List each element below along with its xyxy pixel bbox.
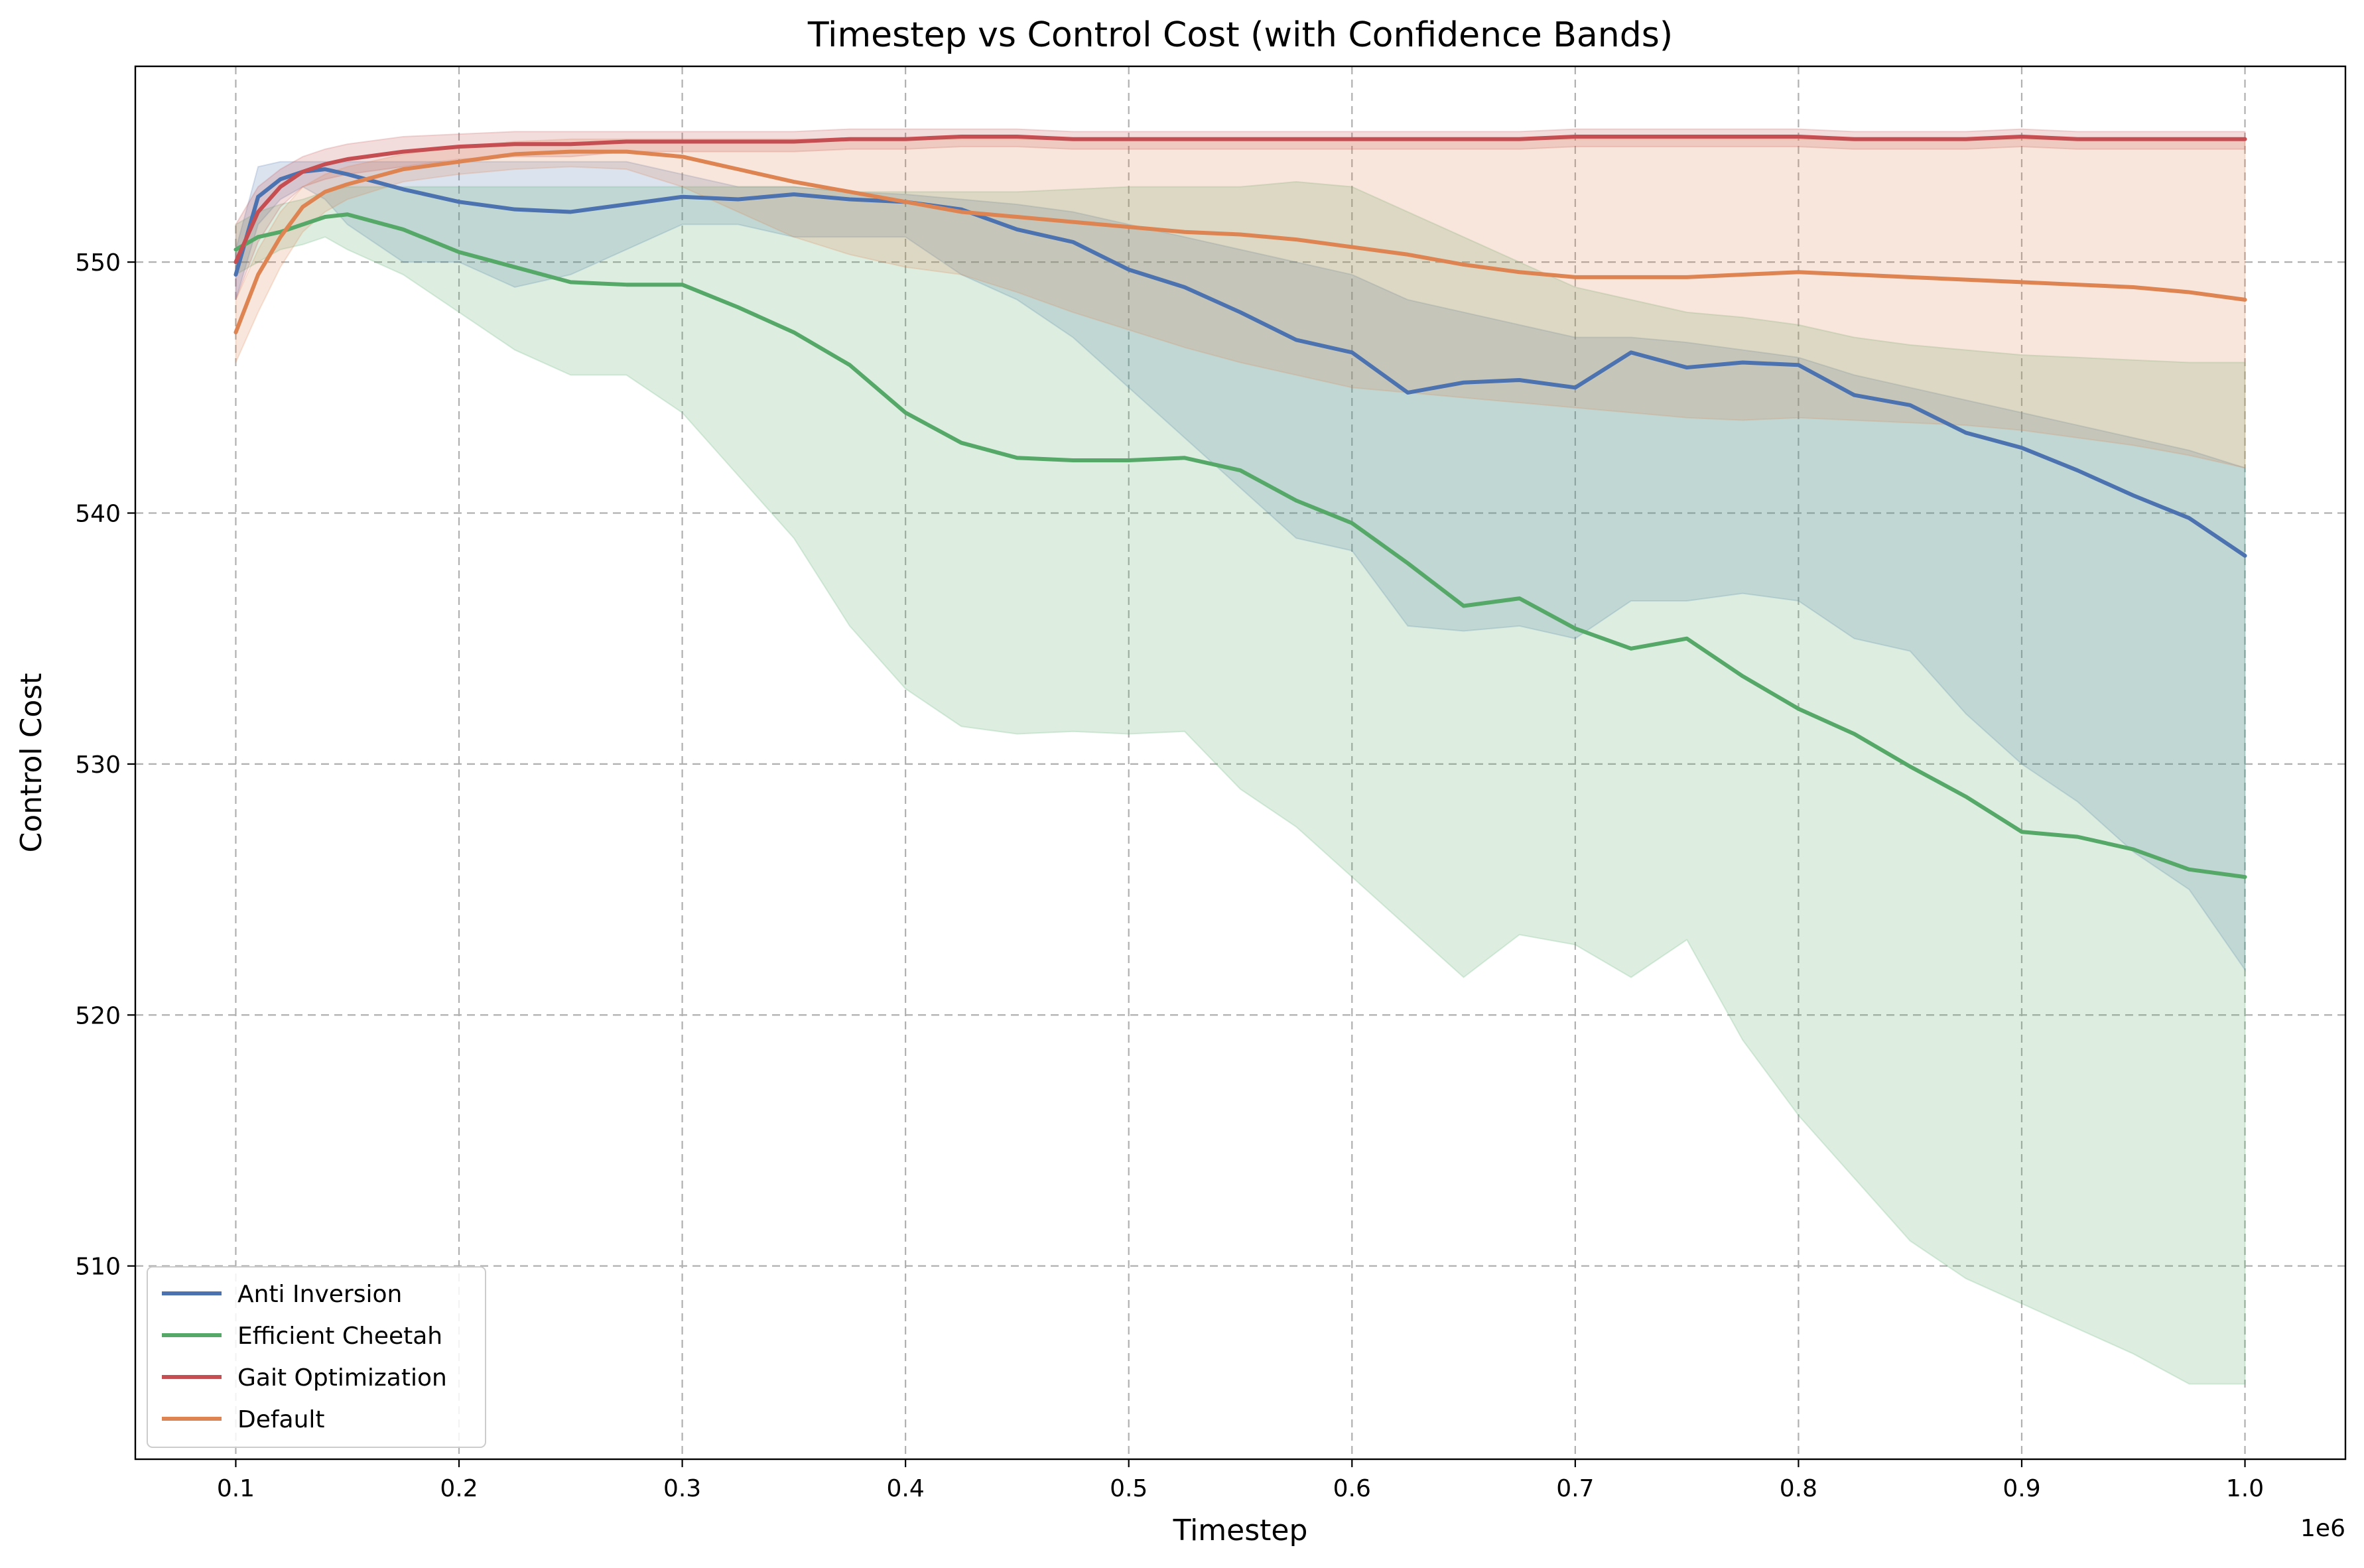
legend-label-gait-optimization: Gait Optimization xyxy=(237,1364,447,1392)
legend-label-anti-inversion: Anti Inversion xyxy=(237,1281,402,1308)
y-tick-label: 530 xyxy=(75,751,121,779)
x-tick-label: 1.0 xyxy=(2226,1475,2264,1502)
x-tick-label: 0.7 xyxy=(1556,1475,1594,1502)
plot-area-frame xyxy=(134,65,2347,1461)
series-lines xyxy=(233,134,2247,880)
y-tick-label: 520 xyxy=(75,1002,121,1029)
y-tick-label: 540 xyxy=(75,501,121,528)
y-axis-label: Control Cost xyxy=(15,673,48,853)
legend-label-efficient-cheetah: Efficient Cheetah xyxy=(237,1323,442,1350)
legend: Anti Inversion Efficient Cheetah Gait Opti… xyxy=(147,1266,486,1448)
y-tick-label: 510 xyxy=(75,1254,121,1281)
x-tick-label: 0.5 xyxy=(1110,1475,1148,1502)
anti-inversion-line xyxy=(233,167,2247,558)
y-tick-label: 550 xyxy=(75,249,121,277)
default-line xyxy=(233,149,2247,335)
gridlines xyxy=(135,66,2345,1459)
x-tick-label: 0.1 xyxy=(217,1475,255,1502)
gait-optimization-line xyxy=(233,134,2247,265)
legend-box xyxy=(147,1266,486,1448)
x-tick-label: 0.3 xyxy=(663,1475,701,1502)
chart-title: Timestep vs Control Cost (with Confidenc… xyxy=(807,15,1673,55)
x-tick-label: 0.2 xyxy=(440,1475,478,1502)
legend-label-default: Default xyxy=(237,1406,325,1433)
x-tick-label: 0.4 xyxy=(887,1475,925,1502)
efficient-cheetah-line xyxy=(233,212,2247,880)
x-tick-label: 0.6 xyxy=(1333,1475,1371,1502)
gait-optimization-confidence-band xyxy=(235,128,2246,300)
x-tick-label: 0.9 xyxy=(2003,1475,2040,1502)
axis-ticks: 0.1 0.2 0.3 0.4 0.5 0.6 0.7 0.8 0.9 1.0 510 520 530 5… xyxy=(75,249,2264,1502)
efficient-cheetah-confidence-band xyxy=(235,181,2246,1385)
x-tick-label: 0.8 xyxy=(1780,1475,1817,1502)
x-axis-offset-label: 1e6 xyxy=(2300,1515,2345,1542)
x-axis-label: Timestep xyxy=(1173,1514,1308,1547)
